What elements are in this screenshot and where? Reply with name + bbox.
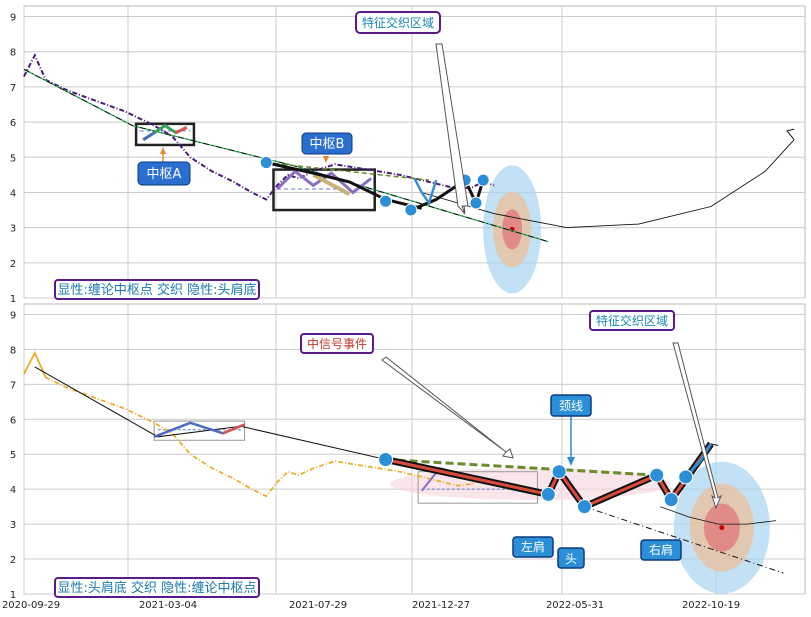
top-ytick-label: 9 — [10, 13, 16, 24]
bottom-ytick-label: 2 — [10, 555, 16, 566]
top-ytick-label: 5 — [10, 153, 16, 164]
panel-caption: 显性:头肩底 交织 隐性:缠论中枢点 — [57, 580, 256, 596]
zone-a-label: 中枢A — [147, 167, 182, 182]
neck-dashed-line — [266, 161, 430, 181]
trend-line — [34, 366, 386, 460]
pivot-point — [476, 173, 490, 187]
neckline-label-box — [550, 394, 592, 417]
neckline-arrow-head — [567, 457, 575, 466]
zone-a-swing-seg — [142, 131, 156, 141]
bottom-ytick-label: 9 — [10, 310, 16, 321]
pivot-point — [678, 469, 694, 485]
zone-b-label: 中枢B — [310, 137, 345, 152]
pivot-point — [259, 156, 273, 170]
neckline-label: 颈线 — [559, 399, 583, 413]
top-ytick-label: 3 — [10, 224, 16, 235]
neck-dashed-line — [385, 458, 657, 477]
recovery-curve — [421, 139, 795, 229]
xtick-label: 2021-07-29 — [289, 600, 347, 611]
top-panel — [23, 5, 806, 300]
event-label: 中信号事件 — [307, 336, 367, 351]
pointer-arrow-head — [435, 43, 469, 215]
price-series — [23, 350, 495, 498]
top-plot-area — [23, 5, 806, 299]
pivot-point — [551, 464, 567, 480]
trend-line-dash — [584, 506, 784, 574]
bottom-ytick-label: 5 — [10, 450, 16, 461]
left-shoulder-label-box — [512, 536, 554, 558]
xtick-label: 2020-09-29 — [2, 600, 60, 611]
zone-a-swing-seg — [222, 423, 246, 435]
bottom-ytick-label: 6 — [10, 415, 16, 426]
breakout-hook — [710, 443, 719, 446]
xtick-label: 2021-03-04 — [139, 600, 197, 611]
zone-b-label-box — [301, 132, 353, 155]
feature-center-dot — [719, 525, 725, 531]
recovery-curve — [660, 506, 777, 525]
caption-box — [54, 279, 260, 300]
zone-a-label-box — [137, 161, 191, 186]
blue-swing — [413, 177, 438, 206]
zone-b-swing-seg — [312, 173, 351, 196]
pivot-point — [576, 499, 592, 515]
bottom-ytick-label: 1 — [10, 590, 16, 601]
price-series-start — [23, 350, 47, 378]
bottom-ytick-label: 3 — [10, 520, 16, 531]
pivot-point — [469, 196, 483, 210]
xtick-label: 2021-12-27 — [412, 600, 470, 611]
feature-region-label: 特征交织区域 — [596, 313, 668, 328]
zone-b-arrow-head — [323, 156, 329, 163]
head-label: 头 — [565, 552, 577, 566]
curve-end-hook — [786, 128, 795, 141]
top-ytick-label: 2 — [10, 259, 16, 270]
panel-caption: 显性:缠论中枢点 交织 隐性:头肩底 — [57, 282, 256, 298]
event-label-box — [300, 333, 374, 354]
feature-region-label: 特征交织区域 — [362, 15, 434, 30]
pointer-arrow — [381, 356, 514, 459]
bottom-ytick-label: 4 — [10, 485, 16, 496]
top-ytick-label: 7 — [10, 83, 16, 94]
bottom-panel — [23, 303, 806, 598]
pivot-point — [404, 203, 418, 217]
zigzag-path — [265, 161, 423, 210]
right-shoulder-label-box — [640, 539, 682, 561]
xtick-label: 2022-10-19 — [682, 600, 740, 611]
pivot-point — [379, 194, 393, 208]
top-ytick-label: 6 — [10, 118, 16, 129]
bottom-ytick-label: 8 — [10, 345, 16, 356]
zone-box-a — [153, 420, 246, 441]
pivot-point — [649, 467, 665, 483]
left-shoulder-label: 左肩 — [521, 539, 545, 554]
top-ytick-label: 1 — [10, 294, 16, 305]
caption-box — [54, 577, 260, 598]
feature-region-label-box — [355, 11, 441, 34]
head-label-box — [557, 547, 585, 569]
feature-region-label-box — [589, 310, 675, 331]
pivot-point — [663, 492, 679, 508]
zone-box-b — [417, 471, 538, 504]
pivot-point — [540, 486, 556, 502]
top-ytick-label: 8 — [10, 48, 16, 59]
top-ytick-label: 4 — [10, 188, 16, 199]
right-shoulder-label: 右肩 — [649, 542, 673, 557]
bottom-ytick-label: 7 — [10, 380, 16, 391]
zone-a-arrow-head — [160, 147, 166, 154]
xtick-label: 2022-05-31 — [546, 600, 604, 611]
pointer-arrow — [672, 342, 723, 510]
zone-a-swing-seg — [175, 126, 188, 135]
pivot-point — [378, 451, 394, 467]
